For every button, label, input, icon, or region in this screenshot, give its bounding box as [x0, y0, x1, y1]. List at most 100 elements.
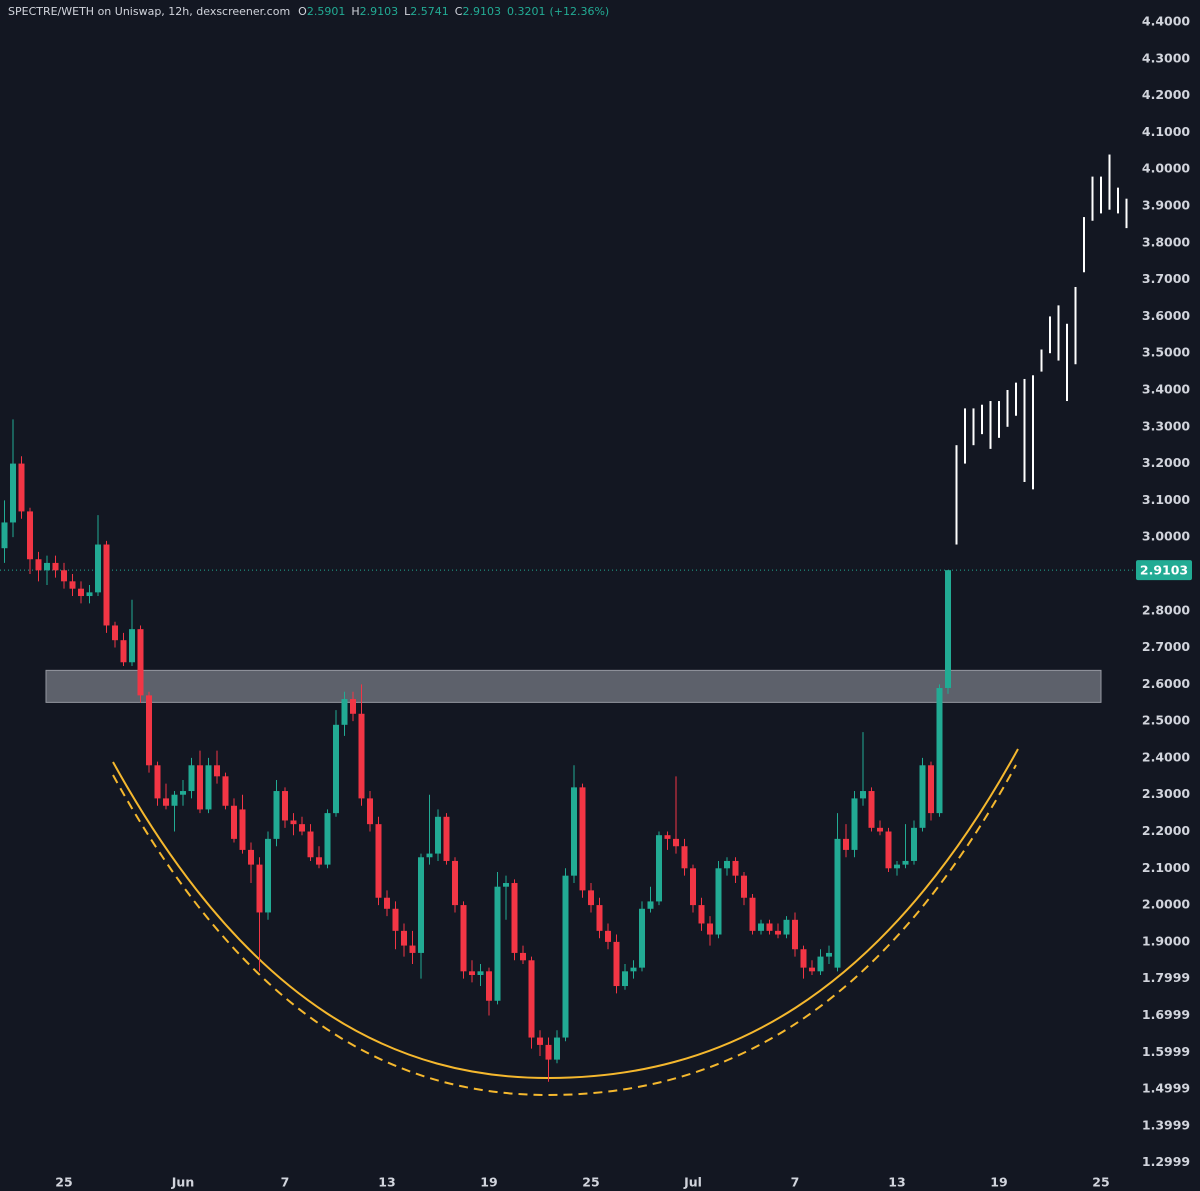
candle-body	[443, 816, 450, 861]
candle-body	[324, 813, 331, 865]
projection-bar	[1057, 305, 1060, 361]
y-tick-label: 3.8000	[1142, 234, 1191, 249]
candle-body	[800, 949, 807, 968]
projection-bar	[955, 445, 958, 545]
candle-body	[299, 824, 305, 832]
candle-body	[358, 713, 365, 799]
y-tick-label: 4.4000	[1142, 14, 1191, 29]
candle-body	[681, 846, 688, 869]
y-tick-label: 2.3000	[1142, 786, 1191, 801]
candle-body	[554, 1037, 560, 1060]
x-tick-label: Jun	[171, 1175, 194, 1190]
candle-body	[817, 956, 824, 972]
candle-body	[248, 849, 254, 865]
candle-body	[792, 919, 798, 950]
candle-body	[902, 860, 909, 865]
change-label: (+12.36%)	[549, 5, 609, 18]
candle-body	[273, 791, 280, 839]
candle-body	[78, 588, 84, 597]
candle-body	[936, 688, 943, 814]
x-tick-label: 25	[55, 1175, 72, 1190]
candle-body	[809, 967, 815, 972]
candle-body	[885, 831, 892, 869]
candle-body	[120, 640, 127, 663]
candle-body	[103, 544, 110, 626]
projection-bar	[989, 401, 992, 449]
candle-body	[860, 791, 866, 799]
candle-body	[239, 809, 246, 850]
candle-body	[647, 901, 654, 909]
y-tick-label: 2.0000	[1142, 897, 1191, 912]
y-tick-label: 3.4000	[1142, 382, 1191, 397]
y-tick-label: 3.3000	[1142, 418, 1191, 433]
candle-body	[503, 883, 509, 887]
candle-body	[494, 886, 501, 1001]
candle-body	[188, 765, 195, 792]
y-tick-label: 1.4999	[1142, 1081, 1190, 1096]
candle-body	[44, 562, 50, 571]
candle-body	[163, 798, 169, 806]
candle-body	[205, 765, 212, 810]
candle-body	[290, 820, 297, 825]
candle-body	[673, 838, 679, 847]
candle-body	[834, 838, 841, 968]
candle-body	[605, 930, 611, 942]
candle-body	[69, 581, 76, 589]
candle-body	[435, 816, 441, 854]
ohlc-value: 2.5901	[307, 5, 346, 18]
y-tick-label: 3.6000	[1142, 308, 1191, 323]
candle-body	[231, 805, 237, 839]
y-tick-label: 1.7999	[1142, 970, 1190, 985]
projection-bar	[964, 408, 966, 464]
y-tick-label: 3.7000	[1142, 271, 1191, 286]
candle-body	[766, 923, 773, 931]
projection-bar	[1049, 316, 1051, 354]
ohlc-value: 2.9103	[360, 5, 399, 18]
candle-body	[486, 971, 492, 1001]
y-tick-label: 3.2000	[1142, 455, 1191, 470]
candle-body	[571, 787, 577, 876]
candle-body	[214, 765, 220, 777]
candle-body	[112, 625, 118, 641]
y-tick-label: 2.1000	[1142, 860, 1191, 875]
x-tick-label: 13	[378, 1175, 395, 1190]
candle-body	[690, 868, 696, 906]
y-tick-label: 2.2000	[1142, 823, 1191, 838]
candle-body	[656, 835, 662, 902]
ohlc-key: C	[455, 5, 463, 18]
projection-bar	[1032, 375, 1034, 490]
candle-body	[783, 919, 790, 935]
candle-body	[775, 930, 781, 935]
projection-bar	[1091, 176, 1094, 221]
candle-body	[61, 570, 67, 582]
projection-bar	[1015, 382, 1017, 416]
candle-body	[367, 798, 373, 825]
candle-body	[350, 699, 356, 714]
y-tick-label: 3.5000	[1142, 345, 1191, 360]
candle-body	[945, 570, 951, 688]
candle-body	[375, 824, 382, 898]
candle-body	[537, 1037, 543, 1045]
projection-bar	[1006, 390, 1009, 427]
candle-body	[426, 853, 433, 858]
x-tick-label: 7	[791, 1175, 800, 1190]
y-tick-label: 3.0000	[1142, 529, 1191, 544]
candle-body	[52, 562, 59, 571]
projection-bar	[981, 404, 983, 435]
candle-body	[911, 827, 917, 861]
y-tick-label: 2.5000	[1142, 713, 1191, 728]
ohlc-value: 2.5741	[410, 5, 449, 18]
candle-body	[95, 544, 101, 593]
candle-body	[851, 798, 858, 850]
y-tick-label: 1.5999	[1142, 1044, 1190, 1059]
candle-body	[316, 857, 322, 865]
candle-body	[758, 923, 764, 931]
candle-body	[401, 930, 407, 946]
projection-bar	[1023, 378, 1026, 482]
x-tick-label: 7	[281, 1175, 290, 1190]
projection-bar	[1108, 154, 1111, 210]
x-tick-label: 19	[480, 1175, 497, 1190]
candle-body	[10, 463, 16, 523]
y-tick-label: 2.4000	[1142, 749, 1191, 764]
